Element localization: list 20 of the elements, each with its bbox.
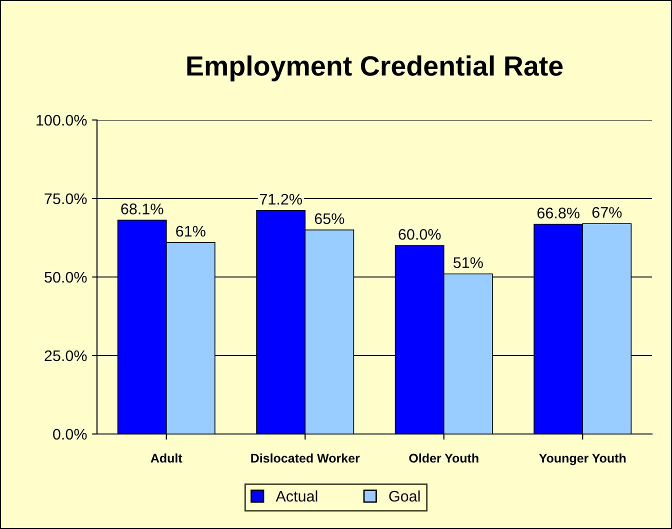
y-tick-label: 75.0% (44, 193, 87, 204)
legend-label: Goal (389, 490, 420, 502)
y-tick-label: 100.0% (36, 114, 87, 126)
legend-label: Actual (276, 490, 318, 502)
data-label: 68.1% (121, 204, 164, 214)
x-tick-label: Younger Youth (539, 453, 626, 466)
chart-title: Employment Credential Rate (187, 55, 563, 82)
y-tick-label: 0.0% (53, 428, 87, 440)
data-label: 51% (453, 257, 483, 268)
data-label: 71.2% (260, 194, 302, 205)
x-tick-label: Older Youth (409, 453, 478, 463)
data-label: 67% (592, 207, 622, 218)
data-label: 60.0% (398, 228, 441, 240)
data-label: 65% (314, 213, 344, 224)
x-tick-label: Dislocated Worker (251, 453, 360, 463)
x-tick-label: Adult (150, 453, 182, 463)
y-tick-label: 50.0% (44, 272, 87, 283)
data-label: 61% (176, 226, 206, 237)
data-label: 66.8% (537, 208, 580, 218)
y-tick-label: 25.0% (44, 350, 87, 362)
